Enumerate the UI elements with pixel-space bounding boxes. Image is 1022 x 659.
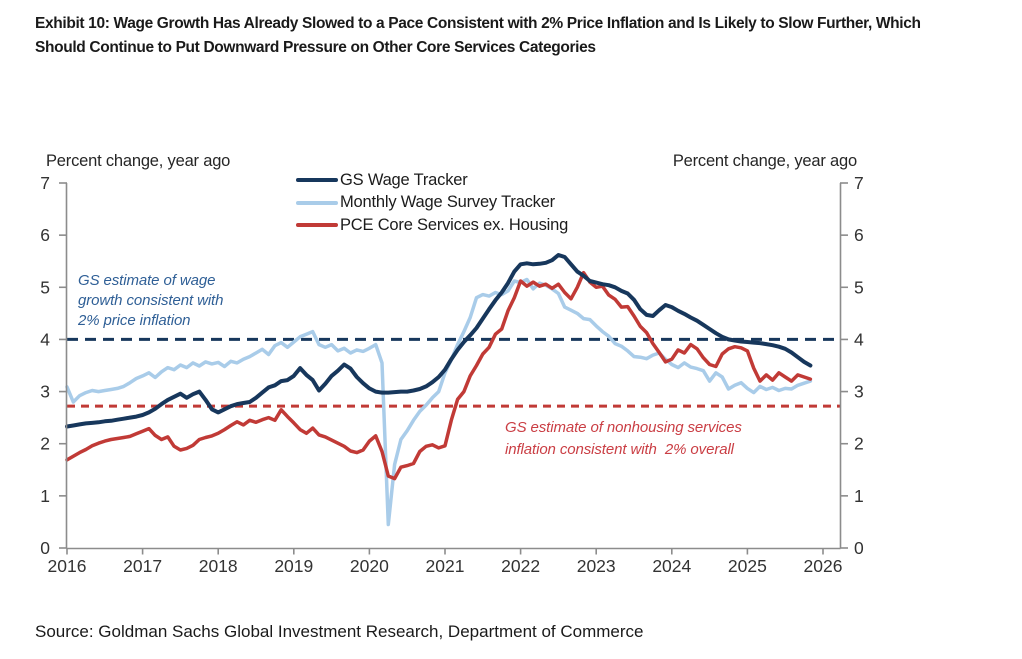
y-axis-tick-label-left: 6 [40, 225, 50, 245]
right-axis-unit-label: Percent change, year ago [672, 152, 857, 170]
left-axis-unit-label: Percent change, year ago [46, 152, 231, 170]
legend-item-pce-core-services: PCE Core Services ex. Housing [296, 214, 568, 237]
annotation-line: GS estimate of nonhousing services [505, 419, 742, 436]
y-axis-tick-label-left: 0 [40, 538, 50, 558]
legend-label: Monthly Wage Survey Tracker [340, 193, 555, 212]
x-axis-tick-label: 2019 [274, 556, 313, 576]
x-axis-tick-label: 2025 [728, 556, 767, 576]
annotation-line: inflation consistent with 2% overall [505, 440, 734, 458]
annotation-line: 2% price inflation [78, 312, 191, 329]
source-text: Source: Goldman Sachs Global Investment … [35, 622, 644, 641]
legend-item-monthly-wage-survey-tracker: Monthly Wage Survey Tracker [296, 192, 568, 215]
legend-line-swatch-lightblue-icon [296, 200, 338, 205]
legend-item-gs-wage-tracker: GS Wage Tracker [296, 169, 568, 192]
x-axis-tick-label: 2018 [199, 556, 238, 576]
annotation-wage-estimate: GS estimate of wage growth consistent wi… [78, 271, 223, 331]
x-axis-tick-label: 2026 [804, 556, 843, 576]
y-axis-tick-label-right: 5 [854, 277, 864, 297]
series-line-gs-wage-tracker [65, 253, 813, 429]
exhibit-title-line1: Exhibit 10: Wage Growth Has Already Slow… [35, 15, 921, 32]
y-axis-tick-label-left: 3 [40, 382, 50, 402]
x-axis-tick-label: 2023 [577, 556, 616, 576]
y-axis-tick-label-left: 2 [40, 434, 50, 454]
legend-line-swatch-red-icon [296, 223, 338, 228]
exhibit-title: Exhibit 10: Wage Growth Has Already Slow… [35, 12, 1010, 60]
exhibit-title-line2: Should Continue to Put Downward Pressure… [35, 39, 596, 56]
x-axis-tick-label: 2024 [652, 556, 691, 576]
annotation-line: growth consistent with [78, 292, 224, 309]
y-axis-tick-label-right: 4 [854, 329, 864, 349]
legend-label: PCE Core Services ex. Housing [340, 215, 569, 234]
chart-legend: GS Wage Tracker Monthly Wage Survey Trac… [296, 169, 568, 237]
x-axis-tick-label: 2021 [426, 556, 465, 576]
y-axis-tick-label-right: 1 [854, 486, 864, 506]
series-line-pce-core-services-ex-housing [65, 270, 813, 481]
x-axis-tick-label: 2016 [48, 556, 87, 576]
y-axis-tick-label-right: 7 [854, 173, 864, 193]
x-axis-tick-label: 2022 [501, 556, 540, 576]
x-axis-tick-label: 2017 [123, 556, 162, 576]
y-axis-tick-label-right: 3 [854, 382, 864, 402]
annotation-inflation-estimate: GS estimate of nonhousing services infla… [505, 417, 742, 460]
x-axis-tick-label: 2020 [350, 556, 389, 576]
y-axis-tick-label-right: 2 [854, 434, 864, 454]
y-axis-tick-label-left: 4 [40, 329, 50, 349]
legend-label: GS Wage Tracker [340, 170, 468, 189]
y-axis-tick-label-right: 6 [854, 225, 864, 245]
y-axis-tick-label-left: 7 [40, 173, 50, 193]
series-line-monthly-wage-survey-tracker [65, 277, 813, 527]
y-axis-tick-label-left: 5 [40, 277, 50, 297]
annotation-line: GS estimate of wage [78, 272, 216, 289]
y-axis-tick-label-right: 0 [854, 538, 864, 558]
legend-line-swatch-navy-icon [296, 178, 338, 183]
y-axis-tick-label-left: 1 [40, 486, 50, 506]
